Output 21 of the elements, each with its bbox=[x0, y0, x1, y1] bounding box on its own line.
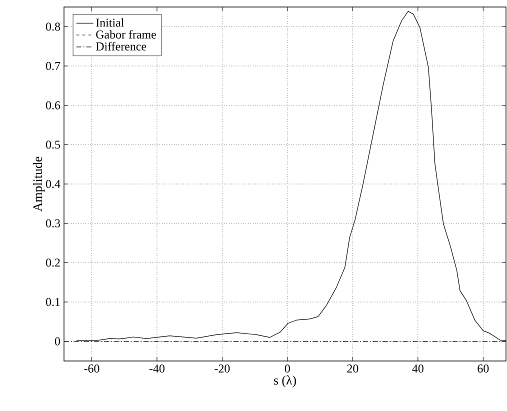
y-tick-label: 0.1 bbox=[46, 298, 60, 306]
y-tick-label: 0.6 bbox=[46, 101, 60, 110]
x-tick-label: 60 bbox=[478, 364, 489, 373]
legend-label: Gabor frame bbox=[96, 30, 156, 39]
x-tick-label: -40 bbox=[149, 364, 164, 373]
x-tick-label: -60 bbox=[84, 364, 100, 373]
y-tick-label: 0.5 bbox=[46, 140, 60, 149]
legend-label: Difference bbox=[96, 42, 146, 50]
y-axis-title: Amplitude bbox=[32, 156, 45, 212]
y-tick-label: 0.2 bbox=[46, 258, 60, 267]
x-tick-label: 0 bbox=[284, 364, 290, 373]
y-tick-label: 0.8 bbox=[46, 22, 60, 31]
x-tick-label: -20 bbox=[214, 364, 230, 373]
x-tick-label: 20 bbox=[347, 364, 358, 373]
y-tick-label: 0 bbox=[54, 337, 60, 346]
x-tick-label: 40 bbox=[412, 364, 424, 373]
y-tick-label: 0.4 bbox=[46, 180, 60, 188]
legend-label: Initial bbox=[96, 18, 124, 27]
x-axis-title: s (λ) bbox=[274, 375, 296, 388]
y-tick-label: 0.7 bbox=[46, 62, 60, 70]
y-tick-label: 0.3 bbox=[46, 219, 60, 228]
